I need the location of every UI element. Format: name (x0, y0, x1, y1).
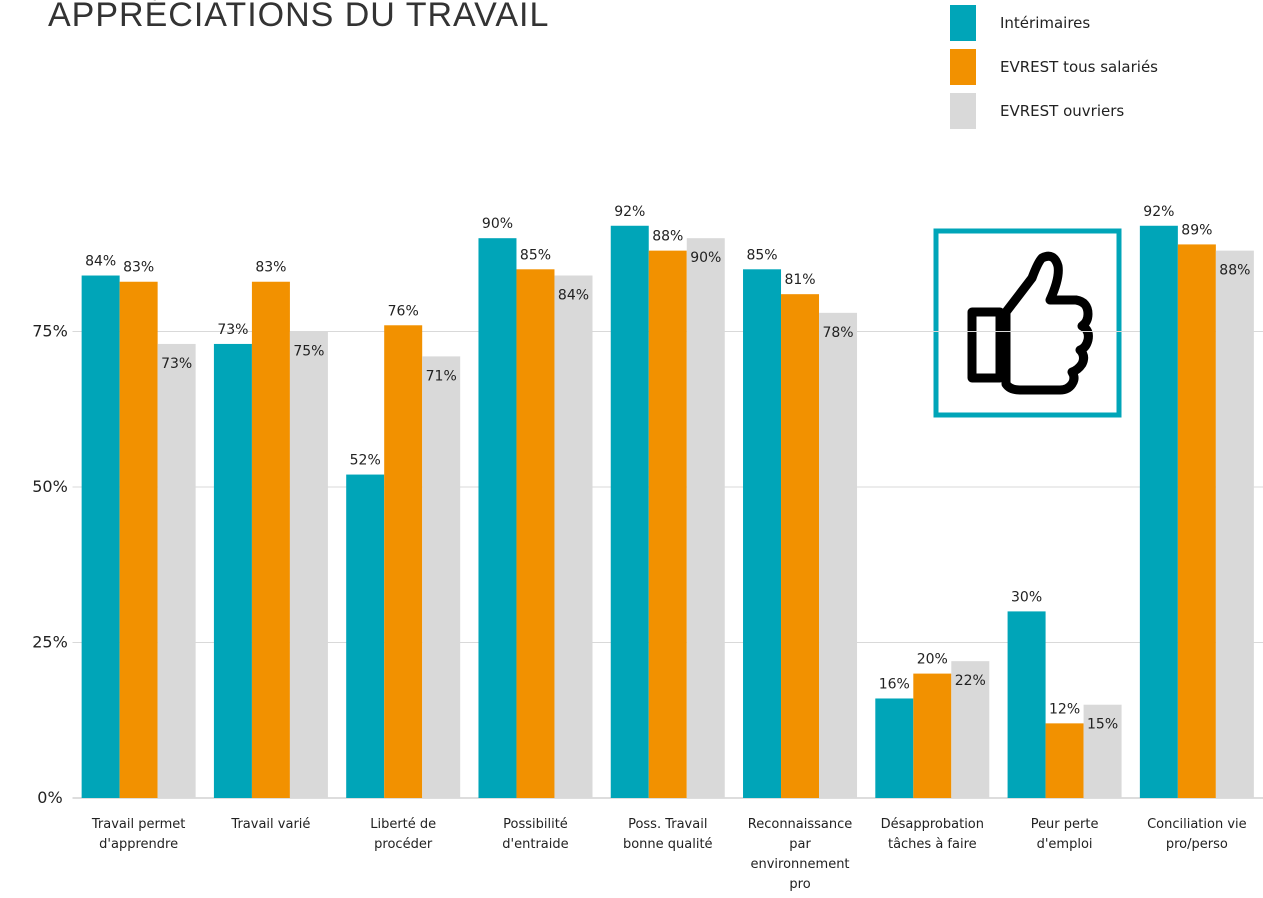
x-tick-label: Travail varié (230, 817, 310, 832)
bar (346, 474, 385, 798)
data-label: 75% (293, 344, 324, 360)
bar (384, 325, 423, 798)
bar (913, 673, 952, 798)
data-label: 12% (1049, 701, 1080, 717)
legend-label: EVREST tous salariés (1000, 58, 1158, 76)
data-label: 90% (482, 216, 513, 232)
x-tick-label: Liberté de procéder (370, 817, 436, 852)
legend-swatch (950, 49, 976, 85)
y-tick-label: 75% (32, 322, 68, 341)
bar (648, 250, 687, 798)
bar (251, 281, 290, 798)
chart-title: APPRÉCIATIONS DU TRAVAIL (48, 0, 549, 34)
x-tick-label: Désapprobation tâches à faire (881, 817, 984, 852)
data-label: 83% (123, 260, 154, 276)
bar (119, 281, 158, 798)
data-label: 30% (1011, 589, 1042, 605)
y-tick-label: 0% (37, 788, 62, 807)
x-tick-label: Conciliation vie pro/perso (1147, 817, 1247, 852)
data-label: 73% (161, 356, 192, 372)
data-label: 84% (558, 288, 589, 304)
data-label: 90% (690, 250, 721, 266)
legend-swatch (950, 93, 976, 129)
data-label: 92% (614, 204, 645, 220)
bar (819, 312, 858, 798)
bar (422, 356, 461, 798)
data-label: 73% (217, 322, 248, 338)
data-label: 84% (85, 254, 116, 270)
bar (610, 225, 649, 798)
y-tick-label: 50% (32, 477, 68, 496)
bar (157, 343, 196, 798)
bar (478, 238, 517, 798)
x-tick-label: Peur perte d'emploi (1031, 817, 1099, 852)
data-label: 16% (879, 676, 910, 692)
data-label: 83% (255, 260, 286, 276)
x-tick-label: Poss. Travail bonne qualité (623, 817, 713, 852)
data-label: 92% (1143, 204, 1174, 220)
bar (686, 238, 725, 798)
legend-label: Intérimaires (1000, 14, 1090, 32)
bar (743, 269, 782, 798)
bar (875, 698, 914, 798)
y-tick-label: 25% (32, 633, 68, 652)
data-label: 85% (746, 247, 777, 263)
x-tick-label: Possibilité d'entraide (502, 817, 568, 852)
bar (781, 294, 820, 798)
thumbs-up-icon (933, 228, 1122, 418)
bar (1215, 250, 1254, 798)
bar (1007, 611, 1046, 798)
data-label: 71% (426, 368, 457, 384)
bar (516, 269, 555, 798)
data-label: 22% (955, 673, 986, 689)
data-label: 20% (917, 652, 948, 668)
legend-swatch (950, 5, 976, 41)
data-label: 85% (520, 247, 551, 263)
x-tick-label: Reconnaissance par environnement pro (748, 817, 853, 892)
bar (1083, 704, 1122, 798)
data-label: 89% (1181, 222, 1212, 238)
x-tick-label: Travail permet d'apprendre (91, 817, 185, 852)
data-label: 15% (1087, 717, 1118, 733)
data-label: 88% (652, 229, 683, 245)
data-label: 81% (784, 272, 815, 288)
bar (289, 331, 328, 798)
bar (213, 343, 252, 798)
data-label: 88% (1219, 263, 1250, 279)
bar (951, 661, 990, 798)
bar (1139, 225, 1178, 798)
bar (81, 275, 120, 798)
data-label: 52% (350, 453, 381, 469)
legend-label: EVREST ouvriers (1000, 102, 1124, 120)
bar (554, 275, 593, 798)
data-label: 78% (822, 325, 853, 341)
data-label: 76% (388, 303, 419, 319)
bar (1177, 244, 1216, 799)
bar (1045, 723, 1084, 798)
